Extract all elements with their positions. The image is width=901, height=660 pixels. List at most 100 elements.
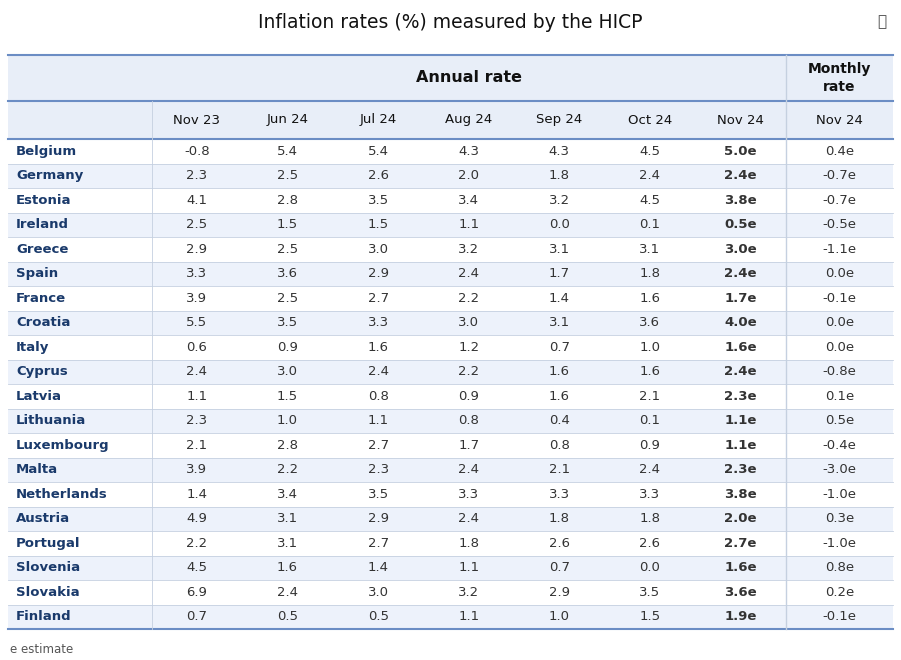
Text: 1.8: 1.8: [640, 512, 660, 525]
Text: 0.7: 0.7: [549, 561, 569, 574]
Text: 4.1: 4.1: [187, 194, 207, 207]
Text: 2.6: 2.6: [549, 537, 569, 550]
Text: 2.4: 2.4: [277, 586, 298, 599]
Text: 2.6: 2.6: [640, 537, 660, 550]
Text: 1.1: 1.1: [459, 561, 479, 574]
Bar: [8, 556, 893, 580]
Text: 2.5: 2.5: [277, 169, 298, 182]
Text: 2.3e: 2.3e: [724, 463, 757, 477]
Text: 1.1e: 1.1e: [724, 439, 757, 451]
Text: Austria: Austria: [16, 512, 70, 525]
Text: 3.3: 3.3: [459, 488, 479, 501]
Text: -0.7e: -0.7e: [823, 194, 857, 207]
Text: 4.3: 4.3: [459, 145, 479, 158]
Bar: [8, 286, 893, 310]
Text: 3.5: 3.5: [368, 488, 388, 501]
Text: Annual rate: Annual rate: [415, 71, 522, 86]
Text: 4.5: 4.5: [640, 145, 660, 158]
Text: 1.6: 1.6: [277, 561, 298, 574]
Text: -0.1e: -0.1e: [823, 610, 857, 623]
Text: 1.2: 1.2: [459, 341, 479, 354]
Text: 5.5: 5.5: [187, 316, 207, 329]
Text: -1.0e: -1.0e: [823, 537, 857, 550]
Text: 0.7: 0.7: [549, 341, 569, 354]
Text: Netherlands: Netherlands: [16, 488, 108, 501]
Text: 1.1: 1.1: [459, 610, 479, 623]
Bar: [8, 164, 893, 188]
Text: 1.6: 1.6: [368, 341, 388, 354]
Bar: [8, 55, 893, 101]
Text: 1.6: 1.6: [640, 292, 660, 305]
Text: 2.1: 2.1: [549, 463, 570, 477]
Text: 1.5: 1.5: [368, 218, 388, 231]
Text: 4.3: 4.3: [549, 145, 569, 158]
Text: 3.3: 3.3: [187, 267, 207, 280]
Text: 0.0e: 0.0e: [824, 341, 854, 354]
Text: 1.8: 1.8: [549, 169, 569, 182]
Text: 2.5: 2.5: [277, 292, 298, 305]
Text: 3.2: 3.2: [459, 243, 479, 255]
Text: 0.9: 0.9: [640, 439, 660, 451]
Text: 0.2e: 0.2e: [824, 586, 854, 599]
Bar: [8, 409, 893, 433]
Bar: [8, 506, 893, 531]
Text: 3.4: 3.4: [459, 194, 479, 207]
Text: 3.3: 3.3: [640, 488, 660, 501]
Text: 2.4e: 2.4e: [724, 169, 757, 182]
Text: 3.2: 3.2: [549, 194, 570, 207]
Text: 1.6e: 1.6e: [724, 341, 757, 354]
Text: 4.9: 4.9: [187, 512, 207, 525]
Text: Luxembourg: Luxembourg: [16, 439, 110, 451]
Text: Jun 24: Jun 24: [267, 114, 308, 127]
Text: 3.6: 3.6: [277, 267, 298, 280]
Text: 2.8: 2.8: [277, 439, 298, 451]
Text: 2.5: 2.5: [187, 218, 207, 231]
Text: Jul 24: Jul 24: [359, 114, 396, 127]
Text: 2.4: 2.4: [187, 365, 207, 378]
Bar: [8, 188, 893, 213]
Text: 3.0: 3.0: [368, 586, 388, 599]
Text: France: France: [16, 292, 66, 305]
Text: 0.9: 0.9: [459, 390, 479, 403]
Text: 3.9: 3.9: [187, 292, 207, 305]
Text: Estonia: Estonia: [16, 194, 71, 207]
Text: Latvia: Latvia: [16, 390, 62, 403]
Text: 1.1: 1.1: [459, 218, 479, 231]
Bar: [8, 433, 893, 457]
Text: 3.3: 3.3: [368, 316, 388, 329]
Text: 5.4: 5.4: [277, 145, 298, 158]
Text: Nov 24: Nov 24: [717, 114, 764, 127]
Text: 1.1e: 1.1e: [724, 414, 757, 427]
Bar: [8, 580, 893, 605]
Text: 3.8e: 3.8e: [724, 488, 757, 501]
Bar: [8, 384, 893, 409]
Text: -0.7e: -0.7e: [823, 169, 857, 182]
Text: 3.1: 3.1: [277, 512, 298, 525]
Text: 2.2: 2.2: [459, 365, 479, 378]
Text: 1.8: 1.8: [459, 537, 479, 550]
Text: 3.5: 3.5: [640, 586, 660, 599]
Text: Ireland: Ireland: [16, 218, 69, 231]
Text: Malta: Malta: [16, 463, 59, 477]
Text: 3.6e: 3.6e: [724, 586, 757, 599]
Text: 3.8e: 3.8e: [724, 194, 757, 207]
Text: 1.5: 1.5: [277, 218, 298, 231]
Text: 2.1: 2.1: [640, 390, 660, 403]
Text: 2.4: 2.4: [459, 267, 479, 280]
Text: 4.5: 4.5: [187, 561, 207, 574]
Text: 5.0e: 5.0e: [724, 145, 757, 158]
Text: 2.7: 2.7: [368, 292, 388, 305]
Text: 2.6: 2.6: [368, 169, 388, 182]
Text: 2.9: 2.9: [368, 512, 388, 525]
Text: 0.1: 0.1: [640, 414, 660, 427]
Text: e estimate: e estimate: [10, 643, 73, 656]
Text: Monthly
rate: Monthly rate: [807, 62, 871, 94]
Text: -0.8: -0.8: [184, 145, 210, 158]
Text: 6.9: 6.9: [187, 586, 207, 599]
Text: 1.1: 1.1: [187, 390, 207, 403]
Text: 0.1: 0.1: [640, 218, 660, 231]
Text: Aug 24: Aug 24: [445, 114, 492, 127]
Text: 0.0e: 0.0e: [824, 267, 854, 280]
Text: 3.1: 3.1: [549, 316, 570, 329]
Text: 2.7e: 2.7e: [724, 537, 757, 550]
